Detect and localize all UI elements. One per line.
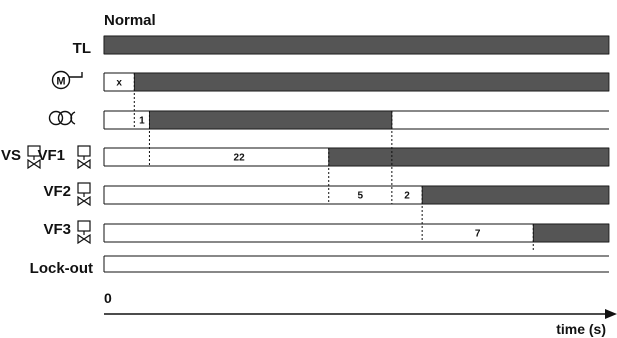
valve-icon	[77, 220, 91, 245]
interval-label: 1	[139, 116, 145, 127]
track-motor	[103, 72, 610, 92]
time-axis-origin: 0	[104, 290, 112, 306]
track-vf2	[103, 185, 610, 205]
time-axis-label: time (s)	[556, 321, 606, 337]
track-transformer	[103, 110, 609, 130]
motor-icon: M	[51, 70, 83, 90]
valve-icon	[27, 145, 41, 170]
row-label-vf1: VF1	[37, 147, 65, 164]
signal-tracks	[103, 35, 610, 273]
active-bar-transformer	[149, 110, 393, 130]
time-axis-arrow-icon	[605, 309, 617, 319]
row-label-tl: TL	[73, 40, 91, 57]
active-bar-vf3	[532, 223, 610, 243]
interval-label: x	[116, 78, 122, 89]
row-label-vf3: VF3	[43, 221, 71, 238]
active-bar-tl	[103, 35, 610, 55]
track-vf1	[103, 147, 610, 167]
active-bar-motor	[133, 72, 610, 92]
row-label-vs: VS	[1, 147, 21, 164]
interval-label: 5	[358, 191, 364, 202]
track-lockout	[103, 255, 609, 273]
interval-labels: x 1 22 5 2 7	[116, 78, 481, 240]
valve-icon	[77, 145, 91, 170]
event-markers	[133, 73, 534, 250]
row-label-vf2: VF2	[43, 183, 71, 200]
active-bar-vf2	[421, 185, 610, 205]
active-bar-vf1	[328, 147, 610, 167]
svg-text:M: M	[56, 76, 65, 88]
interval-label: 22	[234, 153, 246, 164]
interval-label: 2	[404, 191, 410, 202]
interval-label: 7	[475, 229, 481, 240]
row-label-lockout: Lock-out	[30, 260, 93, 277]
valve-icon	[77, 182, 91, 207]
track-tl	[103, 35, 610, 55]
track-vf3	[103, 223, 610, 243]
ignition-transformer-icon	[48, 110, 76, 126]
diagram-title: Normal	[104, 12, 156, 29]
